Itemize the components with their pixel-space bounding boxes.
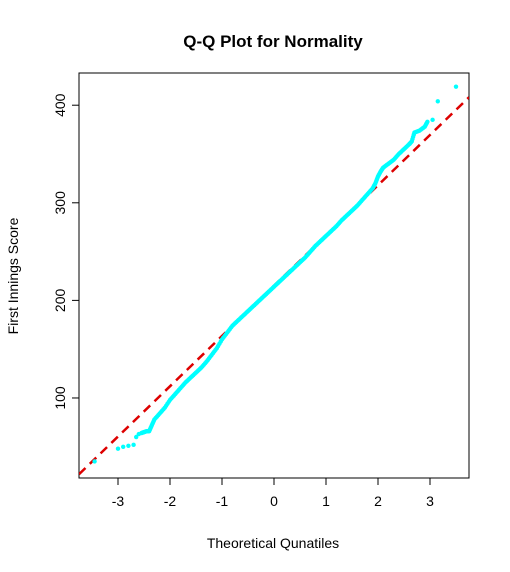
data-point bbox=[430, 117, 435, 123]
data-point-fill bbox=[208, 354, 213, 359]
data-point-fill bbox=[218, 339, 223, 344]
data-point-fill bbox=[228, 325, 234, 330]
data-point-fill bbox=[223, 332, 229, 337]
data-point-fill bbox=[358, 199, 364, 204]
data-point-fill bbox=[364, 193, 369, 198]
data-point bbox=[92, 459, 97, 464]
data-point-fill bbox=[213, 347, 218, 353]
data-point-fill bbox=[166, 399, 171, 405]
data-point bbox=[115, 446, 121, 451]
data-point-fill bbox=[202, 361, 208, 366]
y-axis-title: First Innings Score bbox=[5, 217, 21, 334]
x-tick-label: 0 bbox=[270, 493, 278, 509]
y-tick-label: 100 bbox=[52, 386, 68, 410]
data-point-fill bbox=[424, 120, 429, 126]
data-point bbox=[121, 444, 126, 449]
data-point bbox=[453, 84, 459, 89]
x-axis: -3 -2 -1 0 1 2 3 bbox=[112, 477, 434, 509]
points-layer bbox=[92, 84, 459, 464]
data-point bbox=[131, 442, 136, 448]
data-point-fill bbox=[306, 250, 312, 256]
x-tick-label: 3 bbox=[426, 493, 434, 509]
data-point-fill bbox=[171, 393, 177, 398]
data-point bbox=[435, 99, 440, 104]
y-tick-label: 200 bbox=[52, 288, 68, 312]
data-point bbox=[134, 434, 139, 440]
x-tick-label: 2 bbox=[374, 493, 382, 509]
data-point bbox=[126, 443, 131, 448]
x-tick-label: -3 bbox=[112, 493, 125, 509]
y-axis: 100 200 300 400 bbox=[52, 93, 80, 410]
data-point-fill bbox=[161, 406, 166, 412]
data-point-fill bbox=[176, 387, 182, 392]
x-tick-label: -1 bbox=[216, 493, 229, 509]
data-point-fill bbox=[156, 412, 161, 418]
x-tick-label: -2 bbox=[164, 493, 177, 509]
chart-title: Q-Q Plot for Normality bbox=[183, 32, 363, 51]
y-tick-label: 400 bbox=[52, 93, 68, 117]
x-axis-title: Theoretical Qunatiles bbox=[207, 535, 339, 551]
x-tick-label: 1 bbox=[322, 493, 330, 509]
y-tick-label: 300 bbox=[52, 191, 68, 215]
